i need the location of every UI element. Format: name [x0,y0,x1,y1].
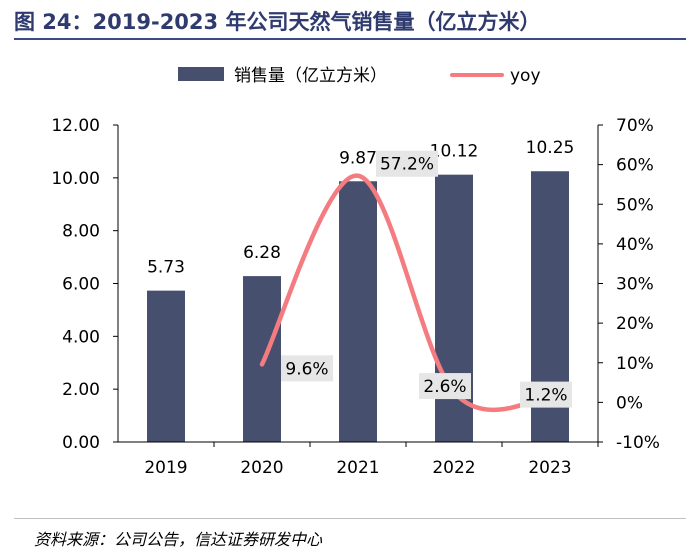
left-axis-tick-label: 6.00 [62,275,100,295]
legend-bar-label: 销售量（亿立方米） [234,66,387,86]
bar-value-label: 10.25 [526,138,575,158]
title-divider [14,38,686,40]
footer-divider [14,518,686,519]
bar-2019 [147,290,185,442]
x-axis-tick-label: 2020 [240,458,283,478]
left-axis-tick-label: 12.00 [51,116,100,136]
source-note: 资料来源：公司公告，信达证券研发中心 [34,530,323,549]
x-axis-tick-label: 2023 [528,458,571,478]
left-axis-tick-label: 10.00 [51,169,100,189]
yoy-value-label: 1.2% [524,386,567,406]
right-axis-tick-label: 50% [616,195,654,215]
left-axis-tick-label: 4.00 [62,327,100,347]
legend-bar-swatch [178,67,224,81]
legend-line-label: yoy [510,66,541,86]
x-axis-tick-label: 2022 [432,458,475,478]
right-axis-tick-label: 40% [616,235,654,255]
bar-2021 [339,181,377,442]
chart-title: 图 24：2019-2023 年公司天然气销售量（亿立方米） [14,10,541,34]
left-axis-tick-label: 2.00 [62,380,100,400]
yoy-value-label: 57.2% [380,155,434,175]
left-axis-tick-label: 0.00 [62,433,100,453]
right-axis-tick-label: 70% [616,116,654,136]
right-axis-tick-label: 20% [616,314,654,334]
yoy-label-box [419,373,471,400]
legend: 销售量（亿立方米） yoy [178,66,541,86]
bar-value-label: 10.12 [430,142,479,162]
bar-value-label: 6.28 [243,243,281,263]
bar-value-label: 9.87 [339,148,377,168]
left-axis-tick-label: 8.00 [62,222,100,242]
right-axis-tick-label: 30% [616,275,654,295]
right-axis-tick-label: 0% [616,393,643,413]
chart-canvas: 销售量（亿立方米） yoy 0.00 2.00 4.00 6.00 8.00 10.00 1… [51,66,660,478]
yoy-value-label: 9.6% [285,359,328,379]
yoy-value-label: 2.6% [423,377,466,397]
x-axis-tick-label: 2019 [144,458,187,478]
right-axis-tick-label: -10% [616,433,660,453]
yoy-label-box [376,150,438,177]
right-axis-tick-label: 10% [616,354,654,374]
yoy-line [259,173,553,412]
right-axis-tick-label: 60% [616,156,654,176]
yoy-label-box [281,355,333,382]
bar-value-label: 5.73 [147,258,185,278]
x-axis-tick-label: 2021 [336,458,379,478]
yoy-label-box [520,381,572,408]
